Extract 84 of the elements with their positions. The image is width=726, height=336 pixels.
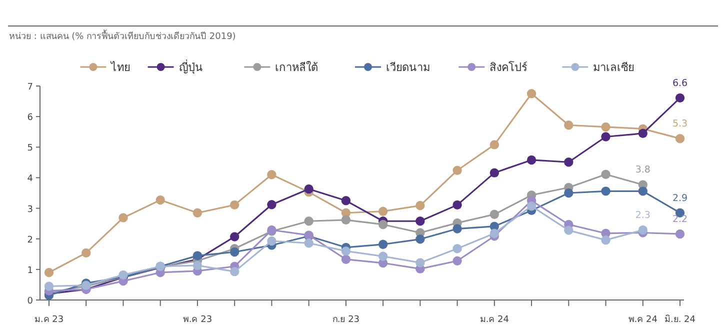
point bbox=[378, 206, 388, 216]
point bbox=[341, 246, 351, 256]
point bbox=[638, 128, 648, 138]
point bbox=[452, 256, 462, 266]
point bbox=[526, 155, 536, 165]
y-tick-label: 4 bbox=[27, 174, 34, 184]
point bbox=[526, 202, 536, 211]
data-label: 2.3 bbox=[635, 210, 650, 221]
point bbox=[341, 215, 351, 225]
point bbox=[601, 122, 610, 132]
y-tick-label: 5 bbox=[27, 144, 33, 154]
y-tick-label: 1 bbox=[27, 266, 33, 276]
x-tick-label: พ.ค 24 bbox=[628, 315, 658, 325]
point bbox=[82, 248, 91, 258]
y-tick-label: 3 bbox=[27, 204, 33, 215]
legend-label: เกาหลีใต้ bbox=[275, 61, 318, 74]
point bbox=[267, 236, 276, 246]
y-tick-label: 0 bbox=[27, 296, 34, 306]
point bbox=[230, 247, 240, 257]
data-label: 3.8 bbox=[635, 164, 650, 176]
point bbox=[675, 134, 685, 144]
point bbox=[564, 226, 574, 235]
point bbox=[452, 166, 462, 175]
point bbox=[192, 208, 202, 218]
y-tick-label: 7 bbox=[27, 82, 33, 92]
point bbox=[601, 170, 610, 179]
point bbox=[452, 244, 462, 254]
legend-label: มาเลเซีย bbox=[593, 61, 634, 74]
point bbox=[44, 268, 54, 278]
point bbox=[638, 225, 648, 235]
x-tick-label: พ.ค 23 bbox=[182, 315, 212, 325]
point bbox=[601, 235, 610, 245]
point bbox=[378, 220, 388, 230]
point bbox=[378, 252, 388, 261]
x-tick-label: ม.ค 23 bbox=[34, 315, 64, 325]
point bbox=[416, 258, 425, 268]
point bbox=[638, 186, 648, 196]
point bbox=[192, 260, 202, 270]
point bbox=[564, 158, 574, 167]
x-tick-label: ม.ค 24 bbox=[480, 315, 510, 325]
point bbox=[564, 188, 574, 198]
data-label: 2.2 bbox=[672, 214, 688, 225]
point bbox=[675, 93, 685, 103]
point bbox=[490, 140, 500, 150]
point bbox=[267, 170, 276, 180]
data-label: 2.9 bbox=[672, 192, 688, 204]
point bbox=[416, 216, 425, 226]
point bbox=[230, 232, 240, 242]
point bbox=[416, 234, 425, 244]
point bbox=[378, 240, 388, 249]
point bbox=[452, 200, 462, 210]
point bbox=[416, 200, 425, 210]
data-label: 5.3 bbox=[672, 118, 688, 130]
point bbox=[156, 195, 165, 205]
point bbox=[230, 266, 240, 276]
legend-label: ญี่ปุ่น bbox=[178, 59, 203, 74]
point bbox=[304, 216, 314, 226]
point bbox=[304, 184, 314, 194]
point bbox=[526, 89, 536, 98]
point bbox=[490, 228, 500, 238]
chart-subtitle: หน่วย : แสนคน (% การฟื้นตัวเทียบกับช่วงเดียวกันปี 2019) bbox=[9, 29, 236, 42]
point bbox=[230, 200, 240, 210]
point bbox=[601, 132, 610, 142]
point bbox=[44, 282, 54, 291]
point bbox=[267, 200, 276, 210]
data-label: 6.6 bbox=[672, 78, 688, 89]
point bbox=[564, 120, 574, 130]
point bbox=[452, 224, 462, 234]
point bbox=[675, 229, 685, 239]
legend-label: ไทย bbox=[110, 61, 130, 74]
legend-label: เวียดนาม bbox=[386, 61, 430, 74]
x-tick-label: ก.ย 23 bbox=[332, 315, 360, 325]
point bbox=[490, 210, 500, 219]
point bbox=[341, 196, 351, 206]
x-tick-label: มิ.ย. 24 bbox=[664, 314, 696, 325]
y-tick-label: 6 bbox=[27, 113, 34, 124]
point bbox=[304, 238, 314, 248]
y-tick-label: 2 bbox=[27, 235, 33, 246]
legend-label: สิงคโปร์ bbox=[490, 60, 528, 74]
point bbox=[490, 168, 500, 178]
point bbox=[601, 186, 610, 196]
point bbox=[192, 251, 202, 260]
point bbox=[341, 254, 351, 264]
point bbox=[118, 213, 128, 222]
